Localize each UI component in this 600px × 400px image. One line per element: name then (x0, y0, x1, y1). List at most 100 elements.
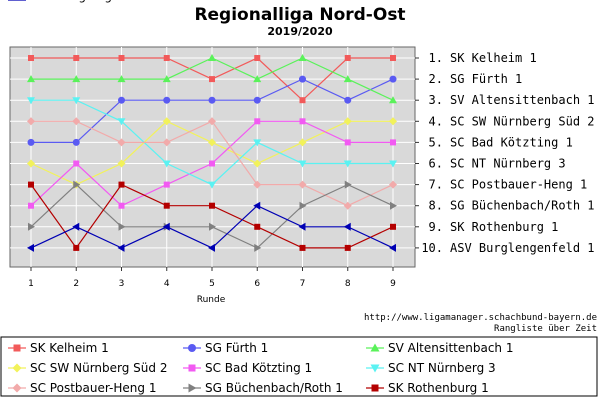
data-point (344, 139, 351, 146)
data-point (390, 55, 396, 61)
rank-label: 3. SV Altensittenbach 1 (429, 93, 595, 107)
svg-text:SG Büchenbach/Roth 1: SG Büchenbach/Roth 1 (450, 199, 595, 213)
x-tick-label: 4 (164, 279, 170, 289)
x-axis: 1 2 3 4 5 6 7 8 9 (28, 57, 419, 289)
svg-text:5.: 5. (429, 135, 443, 149)
x-tick-label: 9 (390, 279, 396, 289)
data-point (209, 160, 215, 167)
legend-label: SG Büchenbach/Roth 1 (205, 381, 343, 395)
data-point (253, 139, 262, 147)
legend-marker (188, 383, 197, 393)
legend-item: SK Kelheim 1 (8, 341, 109, 355)
data-point (253, 159, 262, 168)
data-point (343, 222, 351, 231)
svg-text:SG Fürth 1: SG Fürth 1 (450, 72, 522, 86)
svg-text:SC Bad Kötzting 1: SC Bad Kötzting 1 (450, 135, 573, 149)
rank-label: 5. SC Bad Kötzting 1 (429, 135, 573, 149)
data-point (117, 243, 125, 252)
x-tick-label: 3 (119, 279, 125, 289)
svg-text:10.: 10. (421, 241, 443, 255)
svg-text:3.: 3. (429, 93, 443, 107)
data-point (344, 180, 352, 189)
data-point (298, 222, 306, 231)
data-point (27, 117, 35, 126)
data-point (299, 97, 306, 104)
data-point (343, 160, 352, 168)
legend-marker (370, 364, 380, 373)
legend-item: SG Fürth 1 (183, 341, 268, 355)
data-point (73, 55, 80, 61)
data-point (344, 244, 351, 251)
data-point (28, 222, 35, 231)
chart-subtitle: 2019/2020 (267, 25, 333, 38)
legend-item: SG Büchenbach/Roth 1 (183, 381, 343, 395)
series (27, 97, 397, 189)
data-point (209, 76, 215, 83)
chart-title: Regionalliga Nord-Ost (194, 5, 405, 25)
data-point (343, 75, 352, 83)
data-point (208, 96, 216, 104)
data-point (298, 138, 307, 147)
series (27, 54, 397, 104)
svg-text:8.: 8. (429, 199, 443, 213)
data-point (163, 55, 170, 61)
rank-label: 4. SC SW Nürnberg Süd 2 (429, 114, 595, 128)
data-point (253, 201, 261, 210)
data-point (72, 117, 81, 126)
legend-marker (12, 383, 22, 393)
data-point (390, 139, 396, 146)
x-axis-label: Runde (197, 295, 226, 305)
legend-item: ASV Burglengenfeld 1 (8, 0, 161, 3)
legend-label: SC Postbauer-Heng 1 (30, 381, 156, 395)
rank-label: 1. SK Kelheim 1 (429, 51, 537, 65)
svg-text:SV Altensittenbach 1: SV Altensittenbach 1 (450, 93, 595, 107)
data-point (389, 96, 397, 104)
data-point (208, 54, 216, 61)
legend-item: SC Postbauer-Heng 1 (8, 381, 156, 395)
data-point (117, 75, 126, 83)
rank-labels: 1. SK Kelheim 1 2. SG Fürth 1 3. SV Altensitt… (421, 51, 594, 255)
legend-label: SV Altensittenbach 1 (388, 341, 513, 355)
data-point (72, 222, 80, 231)
data-point (163, 96, 171, 104)
svg-text:SK Rothenburg 1: SK Rothenburg 1 (450, 220, 558, 234)
legend-marker (12, 363, 22, 373)
data-point (299, 75, 306, 83)
legend-item: SC SW Nürnberg Süd 2 (8, 361, 167, 375)
svg-text:ASV Burglengenfeld 1: ASV Burglengenfeld 1 (450, 241, 595, 255)
svg-text:SC Postbauer-Heng 1: SC Postbauer-Heng 1 (450, 178, 587, 192)
svg-text:6.: 6. (429, 157, 443, 171)
legend-item: SC NT Nürnberg 3 (366, 361, 496, 375)
data-point (118, 202, 125, 209)
source-url: http://www.ligamanager.schachbund-bayern… (364, 313, 597, 323)
data-point (208, 181, 216, 189)
data-point (254, 243, 262, 252)
data-point (389, 160, 397, 168)
data-point (118, 96, 125, 104)
data-point (162, 138, 171, 147)
data-point (253, 180, 262, 189)
series (27, 117, 397, 210)
x-tick-label: 8 (345, 279, 351, 289)
data-point (162, 222, 170, 231)
legend-label: SC SW Nürnberg Süd 2 (30, 361, 167, 375)
x-tick-label: 1 (28, 279, 34, 289)
data-point (208, 243, 215, 252)
data-point (28, 55, 34, 61)
legend-marker (13, 344, 21, 352)
data-point (208, 117, 216, 126)
rank-label: 7. SC Postbauer-Heng 1 (429, 178, 588, 192)
legend-item: SV Altensittenbach 1 (366, 341, 513, 355)
data-point (117, 118, 126, 126)
rank-label: 10. ASV Burglengenfeld 1 (421, 241, 594, 255)
rank-label: 8. SG Büchenbach/Roth 1 (429, 199, 595, 213)
svg-text:2.: 2. (429, 72, 443, 86)
data-point (27, 138, 35, 146)
data-point (27, 243, 34, 252)
legend-marker (188, 364, 196, 372)
data-point (27, 159, 35, 168)
data-point (117, 138, 126, 147)
data-point (298, 160, 307, 168)
data-point (118, 181, 125, 188)
